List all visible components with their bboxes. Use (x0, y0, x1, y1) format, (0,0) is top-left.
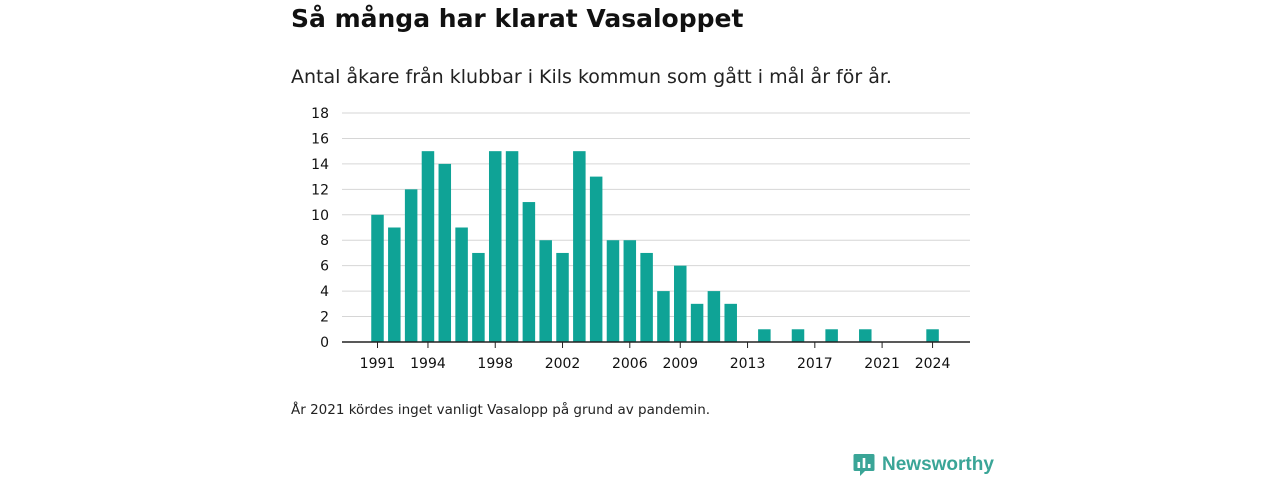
x-tick-label: 1991 (360, 356, 396, 372)
gridlines (342, 112, 970, 318)
y-tick-label: 0 (320, 335, 329, 351)
bar (758, 329, 771, 342)
bar (522, 202, 536, 342)
bar (606, 240, 620, 342)
x-tick-label: 2006 (612, 356, 648, 372)
chart-title: Så många har klarat Vasaloppet (291, 4, 744, 33)
x-tick-label: 1994 (410, 356, 446, 372)
chart-subtitle: Antal åkare från klubbar i Kils kommun s… (291, 66, 892, 88)
y-axis: 0 2 4 6 8 10 12 14 16 18 (311, 106, 329, 351)
bar (539, 240, 552, 342)
x-tick-label: 2021 (864, 356, 900, 372)
bar (640, 252, 653, 342)
bar (791, 329, 805, 342)
y-tick-label: 10 (311, 208, 329, 224)
bar (589, 176, 603, 342)
bar (404, 189, 418, 342)
y-tick-label: 18 (311, 106, 329, 122)
footnote: År 2021 kördes inget vanligt Vasalopp på… (291, 402, 711, 418)
bar (724, 303, 737, 342)
newsworthy-logo-icon (853, 454, 875, 476)
bar (556, 252, 569, 342)
y-tick-label: 14 (311, 157, 329, 173)
x-axis: 1991 1994 1998 2002 2006 2009 2013 2017 2021 2024 (342, 341, 970, 372)
x-tick-label: 2002 (545, 356, 581, 372)
x-tick-label: 2009 (662, 356, 698, 372)
y-tick-label: 4 (320, 284, 329, 300)
bar (388, 227, 401, 342)
y-tick-label: 2 (320, 310, 329, 326)
bar (488, 151, 502, 342)
bar (505, 151, 519, 342)
bar (421, 151, 435, 342)
brand-name: Newsworthy (882, 454, 994, 475)
bar (371, 214, 384, 342)
bar (707, 291, 721, 342)
bar (573, 151, 586, 342)
x-tick-label: 1998 (477, 356, 513, 372)
y-tick-label: 16 (311, 131, 329, 147)
bar (859, 329, 872, 342)
bar (825, 329, 838, 342)
bar (690, 303, 704, 342)
x-tick-label: 2013 (730, 356, 766, 372)
y-tick-label: 12 (311, 182, 329, 198)
bar (472, 252, 485, 342)
y-tick-label: 8 (320, 233, 329, 249)
x-tick-label: 2024 (915, 356, 951, 372)
bar (438, 163, 452, 342)
bar (455, 227, 468, 342)
bar (657, 291, 670, 342)
x-tick-label: 2017 (797, 356, 833, 372)
bars (371, 151, 939, 342)
y-tick-label: 6 (320, 259, 329, 275)
bar (623, 240, 637, 342)
brand-logo: Newsworthy (853, 453, 994, 477)
bar (674, 265, 687, 342)
bar (926, 329, 939, 342)
